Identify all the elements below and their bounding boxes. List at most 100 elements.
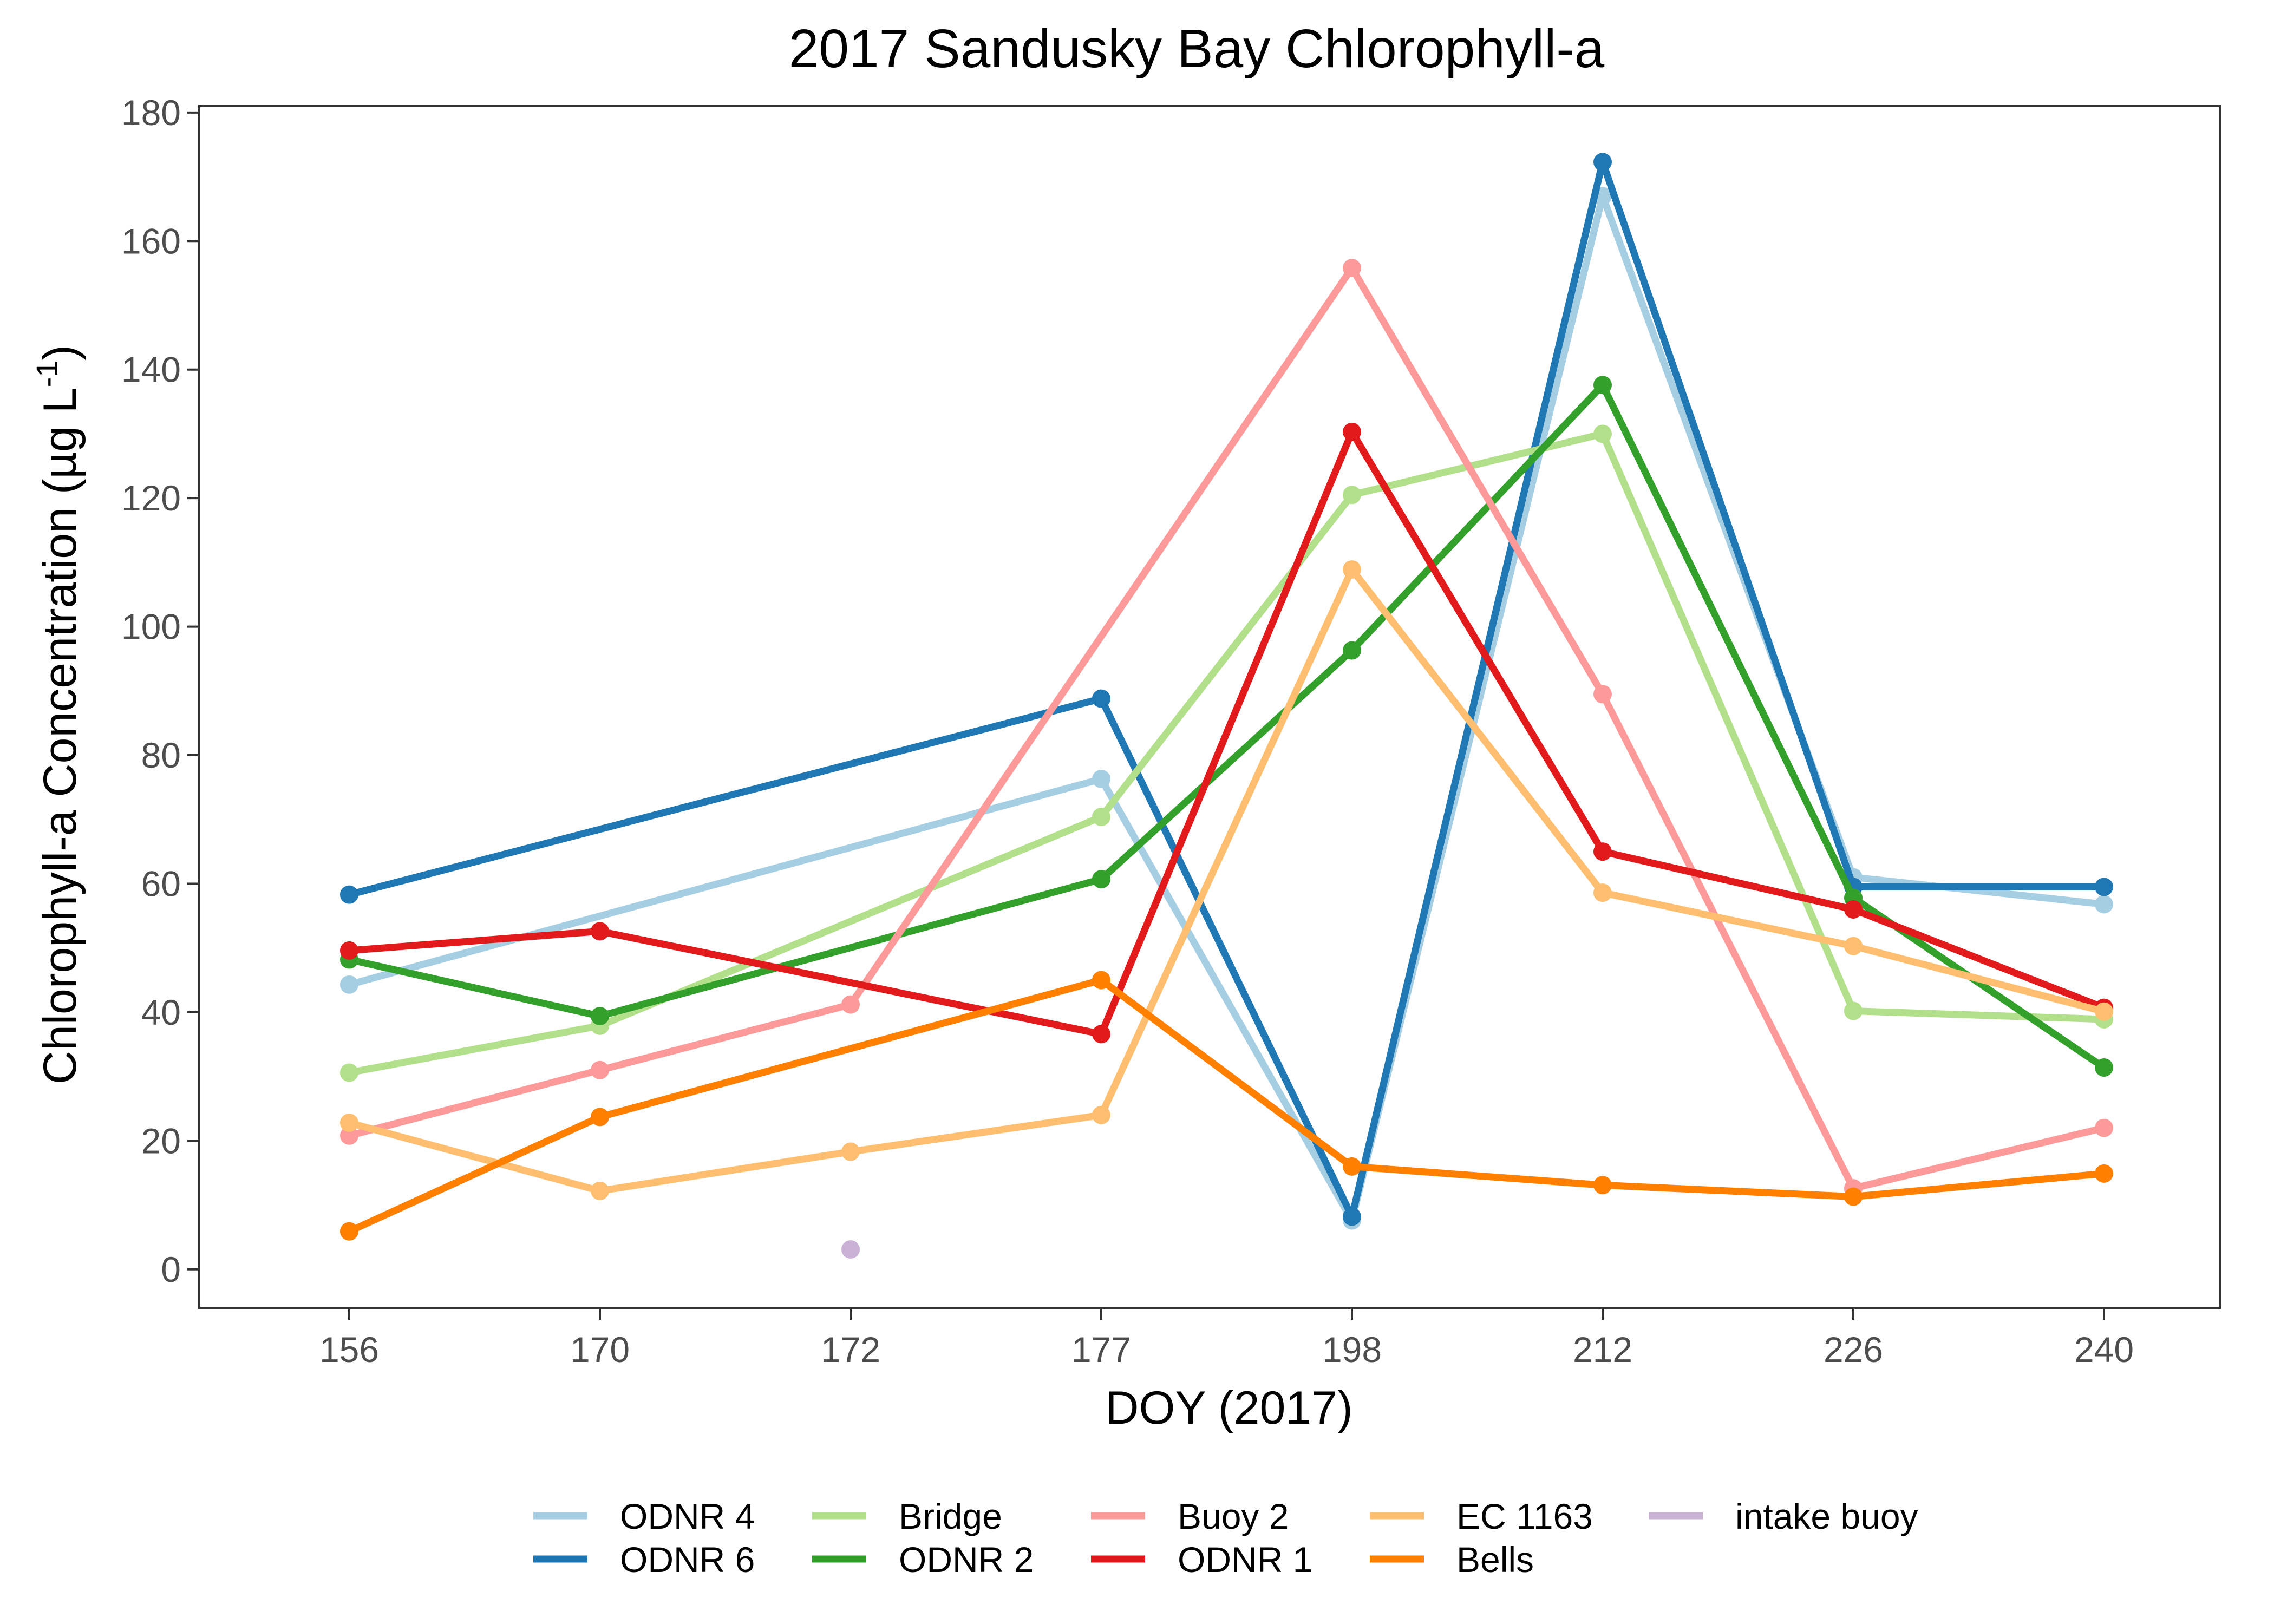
legend-label: Buoy 2 <box>1178 1496 1289 1536</box>
data-point <box>2095 1164 2113 1183</box>
data-point <box>2095 1058 2113 1077</box>
x-tick-label: 156 <box>319 1330 379 1370</box>
data-point <box>1343 560 1361 579</box>
y-tick-label: 40 <box>141 992 181 1032</box>
data-point <box>591 1060 609 1079</box>
y-tick-label: 20 <box>141 1121 181 1161</box>
legend-label: intake buoy <box>1735 1496 1918 1536</box>
legend-label: Bridge <box>899 1496 1002 1536</box>
data-point <box>841 995 860 1014</box>
data-point <box>1343 422 1361 441</box>
data-point <box>841 1240 860 1259</box>
y-tick-label: 0 <box>161 1249 181 1289</box>
data-point <box>1343 486 1361 505</box>
legend-label: ODNR 2 <box>899 1540 1034 1580</box>
svg-text:Chlorophyll-a Concentration (µ: Chlorophyll-a Concentration (µg L-1) <box>30 345 86 1084</box>
y-tick-label: 160 <box>121 221 181 261</box>
data-point <box>1593 685 1612 704</box>
y-axis-title-close: ) <box>34 345 86 361</box>
data-point <box>340 885 358 904</box>
data-point <box>591 1181 609 1200</box>
series-line <box>345 192 2108 1224</box>
data-point <box>1593 153 1612 172</box>
data-point <box>1092 769 1110 788</box>
legend-item: EC 1163 <box>1370 1496 1593 1536</box>
legend-item: ODNR 2 <box>812 1540 1034 1580</box>
data-point <box>1092 1025 1110 1044</box>
x-tick-label: 212 <box>1573 1330 1632 1370</box>
y-tick-label: 100 <box>121 607 181 647</box>
series-ec-1163 <box>340 560 2113 1200</box>
legend-label: ODNR 4 <box>620 1496 755 1536</box>
series-intake-buoy <box>841 1240 860 1259</box>
data-point <box>1343 1157 1361 1176</box>
legend-item: ODNR 1 <box>1091 1540 1312 1580</box>
legend-item: Bridge <box>812 1496 1002 1536</box>
data-point <box>1593 1176 1612 1195</box>
data-point <box>340 941 358 960</box>
y-tick-label: 80 <box>141 735 181 775</box>
series-odnr-1 <box>340 422 2113 1044</box>
data-point <box>1593 883 1612 902</box>
legend-label: ODNR 1 <box>1178 1540 1312 1580</box>
data-point <box>1092 870 1110 889</box>
data-point <box>1343 1207 1361 1226</box>
data-point <box>1343 259 1361 278</box>
data-point <box>340 975 358 994</box>
data-point <box>2095 1118 2113 1137</box>
data-point <box>591 1007 609 1026</box>
legend-item: ODNR 6 <box>533 1540 755 1580</box>
data-point <box>2095 1002 2113 1021</box>
legend-item: ODNR 4 <box>533 1496 755 1536</box>
data-point <box>340 1222 358 1241</box>
x-axis-title: DOY (2017) <box>1105 1382 1352 1434</box>
x-axis: 156 170 172 177 198 212 226 240 <box>319 1308 2134 1370</box>
y-axis: 0 20 40 60 80 100 120 140 160 180 <box>121 93 199 1289</box>
data-point <box>340 1126 358 1145</box>
y-axis-title-text: Chlorophyll-a Concentration (µg L <box>34 387 86 1084</box>
data-point <box>1092 971 1110 990</box>
data-point <box>1092 808 1110 827</box>
legend-label: EC 1163 <box>1456 1496 1593 1536</box>
series-bells <box>340 971 2113 1241</box>
data-point <box>1593 842 1612 861</box>
y-tick-label: 180 <box>121 93 181 133</box>
data-point <box>591 1108 609 1127</box>
data-point <box>1844 937 1863 955</box>
data-point <box>1092 1105 1110 1124</box>
data-point <box>591 922 609 941</box>
series-line <box>345 158 2108 1220</box>
data-point <box>2095 895 2113 914</box>
x-tick-label: 172 <box>821 1330 880 1370</box>
legend-item: Buoy 2 <box>1091 1496 1289 1536</box>
series-line <box>345 566 2108 1195</box>
data-point <box>1593 376 1612 395</box>
y-tick-label: 120 <box>121 478 181 518</box>
data-point <box>1092 689 1110 708</box>
x-tick-label: 198 <box>1322 1330 1382 1370</box>
data-point <box>1343 641 1361 660</box>
data-point <box>340 1063 358 1082</box>
legend-label: Bells <box>1456 1540 1534 1580</box>
data-point <box>1844 1001 1863 1020</box>
y-axis-title-superscript: -1 <box>30 361 64 388</box>
y-tick-label: 140 <box>121 350 181 390</box>
x-tick-label: 177 <box>1071 1330 1131 1370</box>
data-point <box>1593 424 1612 443</box>
legend-item: intake buoy <box>1649 1496 1918 1536</box>
x-tick-label: 226 <box>1824 1330 1883 1370</box>
legend-item: Bells <box>1370 1540 1534 1580</box>
data-point <box>1844 1187 1863 1206</box>
chart-title: 2017 Sandusky Bay Chlorophyll-a <box>789 18 1605 79</box>
plot-panel <box>198 105 2221 1309</box>
series-odnr-2 <box>340 376 2113 1077</box>
data-point <box>841 1142 860 1161</box>
x-tick-label: 240 <box>2074 1330 2134 1370</box>
y-tick-label: 60 <box>141 863 181 903</box>
data-point <box>2095 878 2113 896</box>
series-group <box>340 153 2113 1259</box>
legend-label: ODNR 6 <box>620 1540 755 1580</box>
series-bridge <box>340 424 2113 1082</box>
